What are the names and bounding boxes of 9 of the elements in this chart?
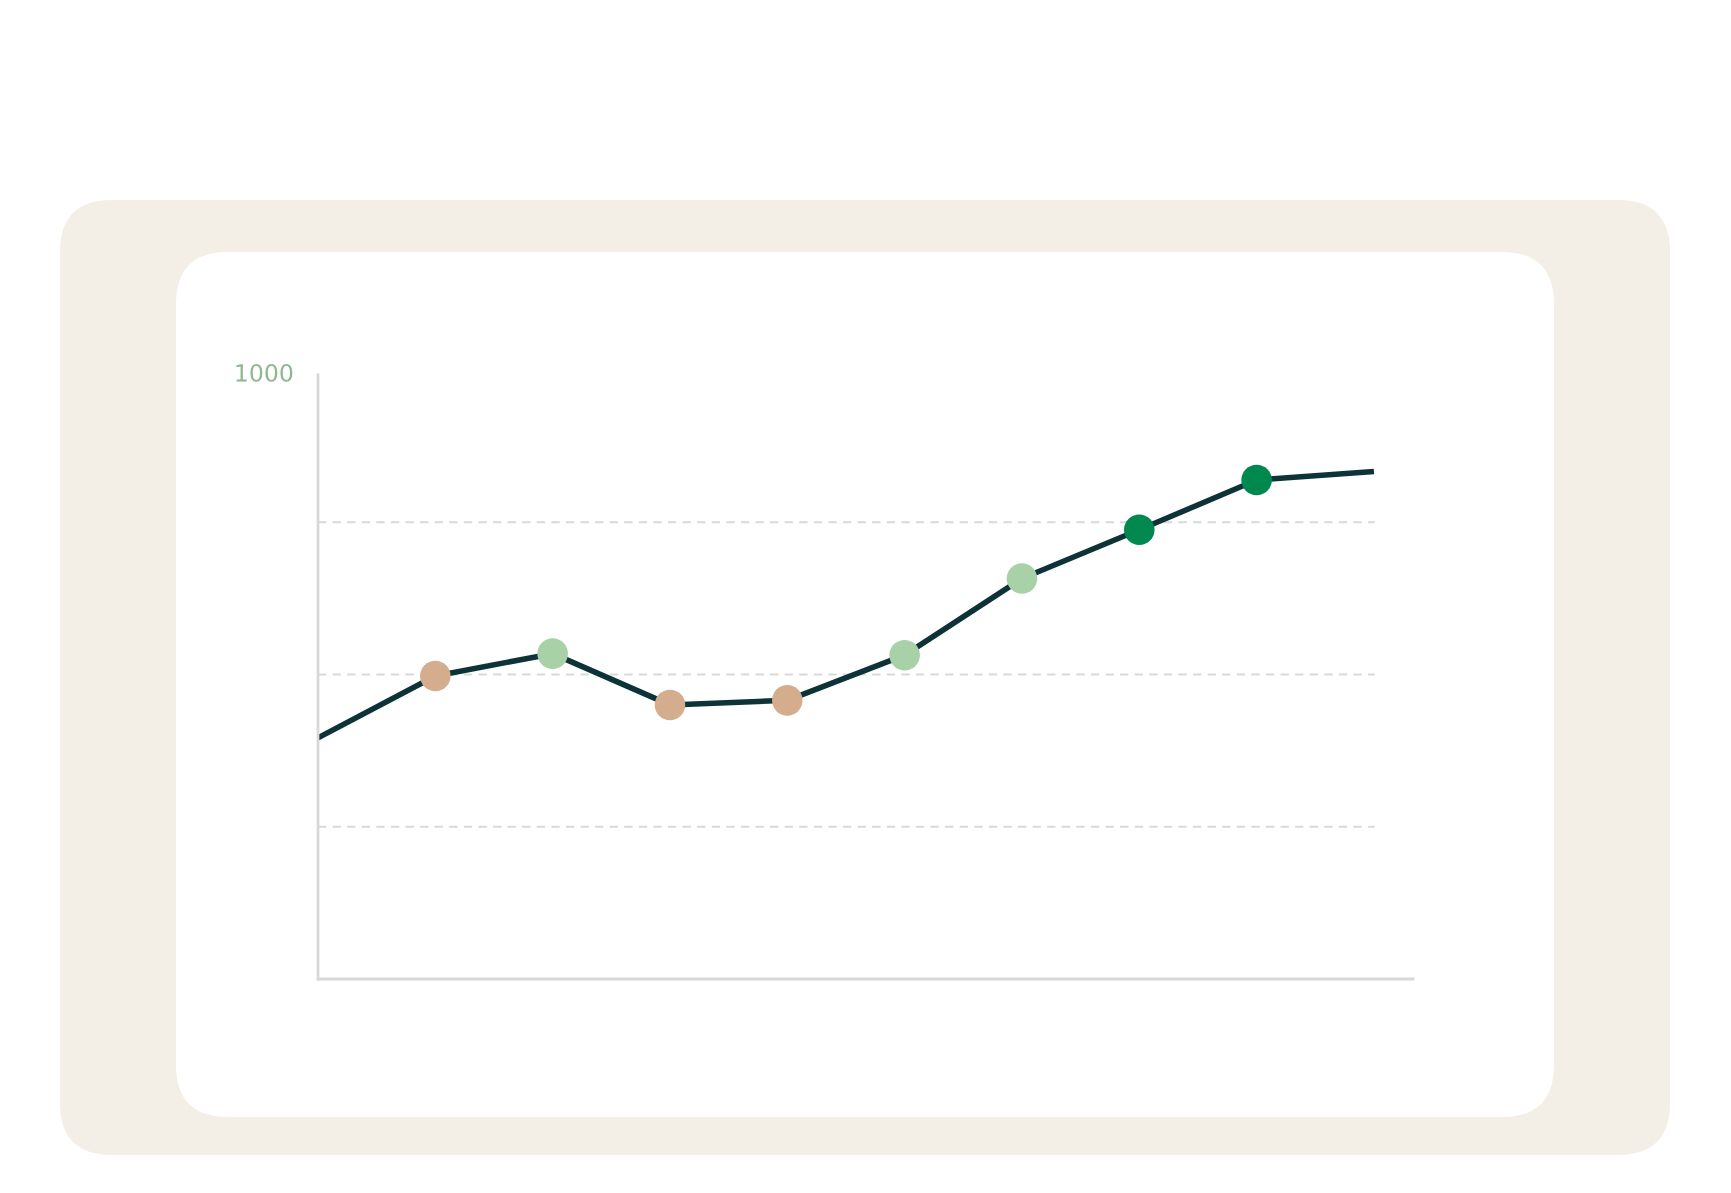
text: 1000 bbox=[236, 363, 293, 382]
point bbox=[1006, 563, 1038, 594]
point bbox=[772, 685, 803, 716]
point bbox=[889, 639, 920, 671]
point bbox=[1241, 464, 1272, 496]
point bbox=[420, 660, 451, 692]
point bbox=[537, 638, 568, 669]
point bbox=[1124, 514, 1155, 546]
point bbox=[654, 689, 686, 721]
